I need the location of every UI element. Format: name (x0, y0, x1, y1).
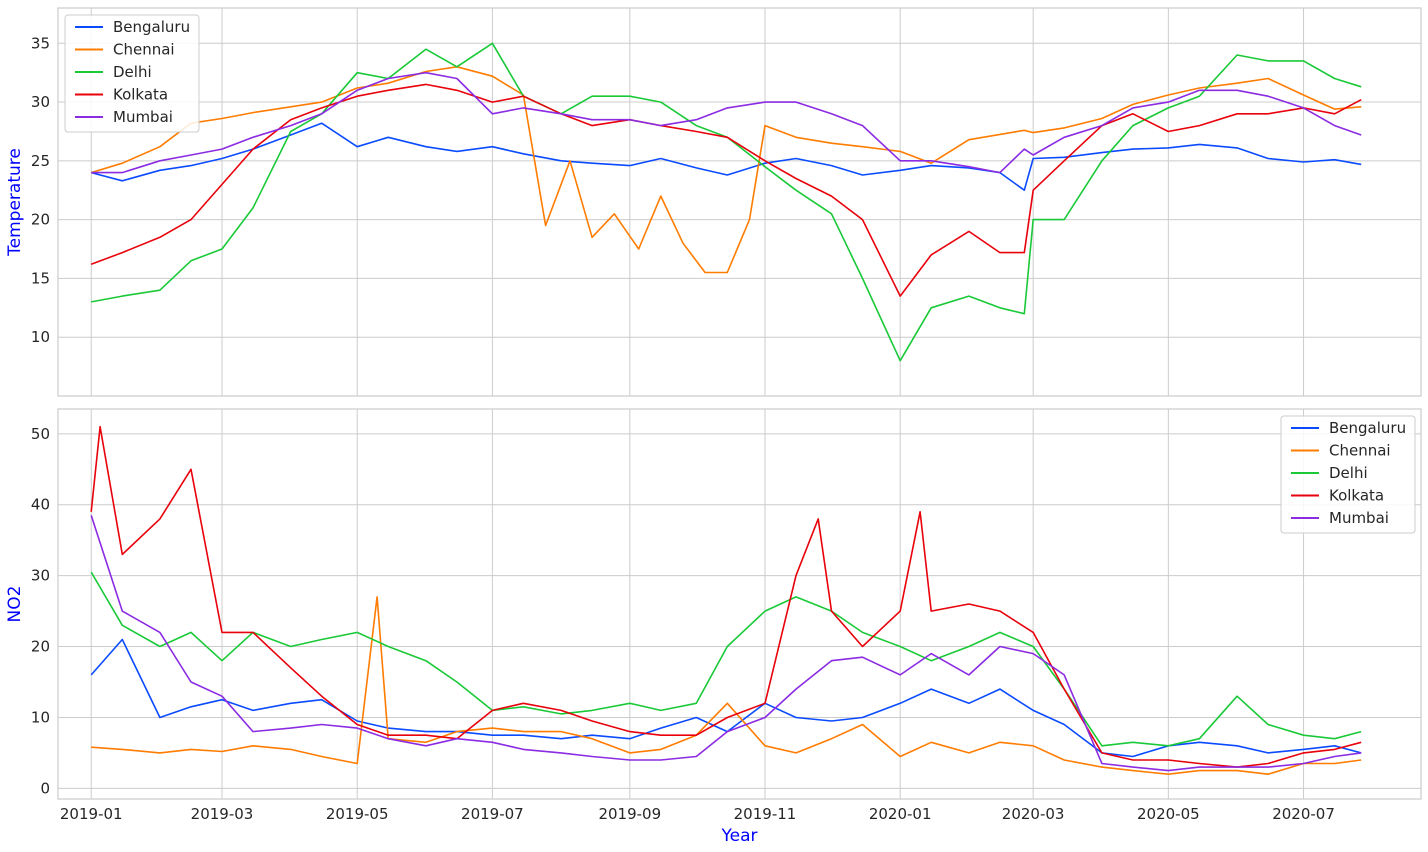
plot-frame (57, 7, 1422, 397)
x-tick-label: 2019-03 (191, 805, 254, 823)
y-tick-label: 30 (31, 93, 50, 111)
y-tick-label: 10 (31, 328, 50, 346)
legend: Bengaluru Chennai Delhi Kolkata Mumbai (64, 14, 200, 133)
x-tick-label: 2020-07 (1272, 805, 1335, 823)
series-line-bengaluru (90, 638, 1362, 758)
legend-label-mumbai: Mumbai (113, 108, 173, 126)
legend-label-chennai: Chennai (1329, 442, 1391, 460)
x-tick-label: 2019-01 (60, 805, 123, 823)
y-tick-label: 30 (31, 567, 50, 585)
legend-label-chennai: Chennai (113, 41, 175, 59)
legend-frame (64, 14, 200, 133)
series-line-chennai (90, 66, 1362, 274)
y-axis-title: NO2 (5, 586, 25, 623)
y-tick-label: 20 (31, 211, 50, 229)
y-tick-label: 40 (31, 496, 50, 514)
x-tick-label: 2020-05 (1137, 805, 1200, 823)
x-tick-label: 2019-11 (734, 805, 797, 823)
series-line-bengaluru (90, 122, 1362, 191)
x-tick-label: 2019-07 (461, 805, 524, 823)
series-line-chennai (91, 596, 1362, 775)
temperature-panel: 10 15 20 25 30 35 Temperature Bengaluru Chennai D… (5, 7, 1422, 397)
y-axis-title: Temperature (5, 148, 25, 257)
y-tick-label: 0 (40, 779, 50, 797)
legend-frame (1280, 415, 1416, 534)
legend-label-delhi: Delhi (1329, 464, 1368, 482)
y-tick-label: 15 (31, 269, 50, 287)
legend-label-mumbai: Mumbai (1329, 509, 1389, 527)
y-tick-label: 50 (31, 425, 50, 443)
y-tick-label: 20 (31, 638, 50, 656)
y-tick-label: 10 (31, 708, 50, 726)
y-tick-label: 25 (31, 152, 50, 170)
legend-label-kolkata: Kolkata (113, 86, 168, 104)
x-axis-title: Year (721, 826, 758, 846)
series-line-delhi (90, 571, 1362, 747)
series-line-kolkata (90, 83, 1362, 297)
series-line-mumbai (90, 515, 1362, 772)
y-tick-label: 35 (31, 34, 50, 52)
legend-label-delhi: Delhi (113, 63, 152, 81)
x-tick-label: 2019-09 (598, 805, 661, 823)
x-tick-label: 2020-01 (869, 805, 932, 823)
legend-label-bengaluru: Bengaluru (113, 18, 190, 36)
series-line-delhi (91, 42, 1362, 362)
x-tick-label: 2019-05 (326, 805, 389, 823)
series-line-mumbai (91, 71, 1362, 174)
legend-label-kolkata: Kolkata (1329, 487, 1384, 505)
x-tick-label: 2020-03 (1002, 805, 1065, 823)
series-line-kolkata (90, 425, 1362, 768)
legend-label-bengaluru: Bengaluru (1329, 419, 1406, 437)
no2-panel: 0 10 20 30 40 50 2019-01 2019-03 2019-05 2019-07 2… (5, 408, 1422, 846)
legend: Bengaluru Chennai Delhi Kolkata Mumbai (1280, 415, 1416, 534)
plot-frame (57, 408, 1422, 800)
